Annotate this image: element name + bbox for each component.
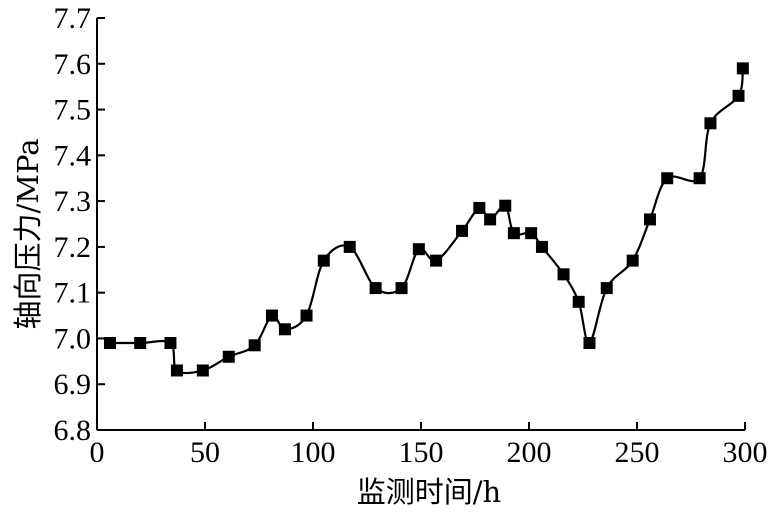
x-axis-ticks: 0 50 100 150 200 250 300 bbox=[90, 422, 768, 469]
y-tick-label: 7.1 bbox=[54, 277, 92, 310]
data-point bbox=[626, 254, 639, 267]
data-point bbox=[484, 213, 497, 226]
data-point bbox=[572, 295, 585, 308]
data-point bbox=[557, 268, 570, 281]
x-tick-label: 300 bbox=[723, 436, 768, 469]
data-point bbox=[704, 117, 717, 130]
data-point bbox=[248, 339, 261, 352]
data-point bbox=[103, 337, 116, 350]
data-point bbox=[473, 201, 486, 214]
data-point bbox=[661, 172, 674, 185]
data-point bbox=[507, 227, 520, 240]
y-tick-label: 7.6 bbox=[54, 48, 92, 81]
data-point bbox=[300, 309, 313, 322]
data-point bbox=[196, 364, 209, 377]
x-tick-label: 0 bbox=[90, 436, 105, 469]
data-point bbox=[134, 337, 147, 350]
y-axis-ticks: 6.8 6.9 7.0 7.1 7.2 7.3 7.4 7.5 7.6 7.7 bbox=[54, 2, 105, 447]
x-tick-label: 250 bbox=[615, 436, 660, 469]
data-point bbox=[600, 282, 613, 295]
data-point bbox=[430, 254, 443, 267]
data-markers bbox=[103, 62, 749, 377]
data-point bbox=[525, 227, 538, 240]
x-tick-label: 200 bbox=[507, 436, 552, 469]
data-point bbox=[369, 282, 382, 295]
data-point bbox=[222, 350, 235, 363]
data-point bbox=[499, 199, 512, 212]
data-point bbox=[412, 243, 425, 256]
data-point bbox=[736, 62, 749, 75]
data-point bbox=[395, 282, 408, 295]
y-tick-label: 7.3 bbox=[54, 185, 92, 218]
y-tick-label: 7.7 bbox=[54, 2, 92, 35]
x-tick-label: 100 bbox=[291, 436, 336, 469]
y-tick-label: 6.9 bbox=[54, 368, 92, 401]
data-point bbox=[456, 224, 469, 237]
data-point bbox=[643, 213, 656, 226]
x-tick-label: 150 bbox=[399, 436, 444, 469]
data-point bbox=[343, 240, 356, 253]
x-axis-title: 监测时间/h bbox=[357, 475, 501, 509]
y-tick-label: 7.2 bbox=[54, 231, 92, 264]
data-point bbox=[265, 309, 278, 322]
series-line bbox=[109, 68, 744, 375]
data-point bbox=[170, 364, 183, 377]
data-point bbox=[693, 172, 706, 185]
data-point bbox=[278, 323, 291, 336]
data-point bbox=[583, 337, 596, 350]
data-point bbox=[535, 240, 548, 253]
x-tick-label: 50 bbox=[190, 436, 220, 469]
data-point bbox=[732, 89, 745, 102]
y-tick-label: 7.4 bbox=[54, 139, 92, 172]
y-tick-label: 7.0 bbox=[54, 322, 92, 355]
y-tick-label: 7.5 bbox=[54, 94, 92, 127]
data-point bbox=[317, 254, 330, 267]
y-axis-title: 轴向压力/MPa bbox=[11, 139, 45, 330]
data-point bbox=[164, 337, 177, 350]
y-tick-label: 6.8 bbox=[54, 414, 92, 447]
